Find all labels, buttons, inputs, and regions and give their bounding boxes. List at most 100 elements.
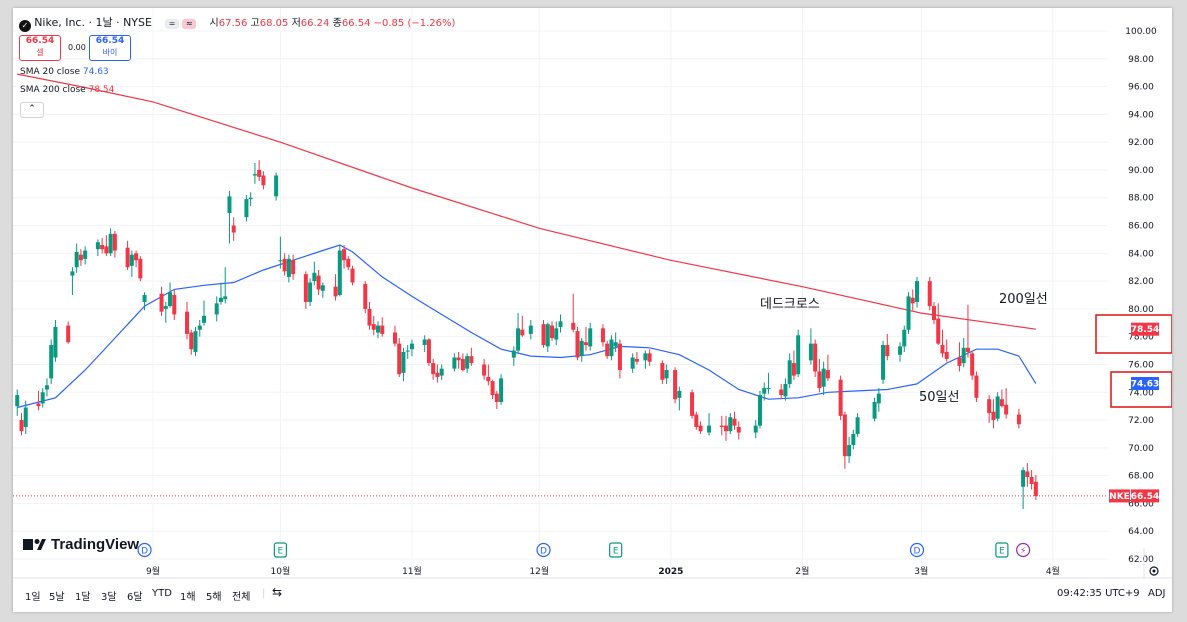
symbol-indicator-icon[interactable]: ≈ <box>182 19 197 29</box>
candle-body <box>426 339 431 364</box>
candle-body <box>550 325 555 339</box>
indicator-sma200[interactable]: SMA 200 close 78.54 <box>20 85 115 95</box>
range-ytd[interactable]: YTD <box>152 588 172 599</box>
candle-body <box>405 350 410 352</box>
range-5d[interactable]: 5날 <box>49 592 65 603</box>
candle <box>49 339 54 384</box>
candle <box>906 292 911 334</box>
candle <box>796 329 801 377</box>
candle <box>112 231 117 258</box>
candle-body <box>885 345 890 357</box>
candle-body <box>961 347 966 364</box>
adjust-toggle[interactable]: ADJ <box>1148 588 1166 599</box>
candle-body <box>469 356 474 364</box>
candle-body <box>855 417 860 434</box>
candle-body <box>138 258 143 279</box>
candle <box>1004 388 1009 419</box>
range-1d[interactable]: 1일 <box>25 592 41 603</box>
candle <box>579 338 584 362</box>
candle-body <box>1033 481 1038 496</box>
candle-body <box>677 390 682 398</box>
candle <box>227 190 232 244</box>
y-tick-label: 88.00 <box>1128 194 1154 204</box>
symbol-header: ✓ Nike, Inc. · 1날 · NYSE = ≈ 시67.56 고68.… <box>19 14 455 32</box>
sell-button[interactable]: 66.54 셀 <box>19 35 61 61</box>
candle-body <box>545 324 550 347</box>
candle <box>630 353 635 373</box>
candle <box>282 253 287 276</box>
candle <box>987 395 992 423</box>
candle-body <box>995 396 1000 419</box>
candle <box>838 375 843 421</box>
candle-body <box>762 388 767 394</box>
candle <box>528 320 533 340</box>
clock-readout[interactable]: 09:42:35 UTC+9 <box>1057 588 1140 599</box>
candle <box>550 321 555 341</box>
candle-body <box>83 250 88 259</box>
range-1m[interactable]: 1달 <box>75 592 91 603</box>
candle-body <box>172 295 177 315</box>
price-chart[interactable]: 62.00 64.00 66.00 68.00 70.00 72.00 74.00 76.00… <box>13 8 1172 612</box>
indicator-sma20[interactable]: SMA 20 close 74.63 <box>20 67 109 77</box>
candle-body <box>337 250 342 295</box>
candle <box>465 353 470 373</box>
candle <box>881 340 886 384</box>
range-3m[interactable]: 3달 <box>101 592 117 603</box>
candle <box>482 358 487 380</box>
candle <box>316 269 321 295</box>
event-marker-E: E <box>609 542 623 558</box>
date-range-calendar-icon[interactable]: ⇆ <box>272 585 283 599</box>
candle-body <box>494 393 499 402</box>
event-marker-D: D <box>536 542 551 558</box>
y-tick-label: 84.00 <box>1128 249 1154 259</box>
candle <box>571 293 576 333</box>
candle-body <box>643 353 648 361</box>
y-tick-label: 70.00 <box>1128 444 1154 454</box>
candle <box>333 274 338 301</box>
candle <box>337 244 342 297</box>
candle-body <box>910 297 915 304</box>
candle-body <box>821 368 826 387</box>
candle-body <box>881 345 886 380</box>
indicator-sma200-value: 78.54 <box>88 85 115 95</box>
candle-body <box>201 315 206 323</box>
range-all[interactable]: 전체 <box>232 592 251 603</box>
candle <box>261 171 266 190</box>
candle-body <box>392 332 397 344</box>
candle <box>439 364 444 380</box>
candle-body <box>274 175 279 197</box>
candle-body <box>465 356 470 369</box>
settings-gear-icon[interactable] <box>1149 566 1159 576</box>
symbol-title[interactable]: Nike, Inc. · 1날 · NYSE <box>34 16 152 29</box>
range-6m[interactable]: 6달 <box>127 592 143 603</box>
nike-logo-icon: ✓ <box>19 20 31 32</box>
candle-body <box>974 375 979 398</box>
candle-body <box>112 233 117 251</box>
candle-body <box>431 363 436 375</box>
candle-body <box>129 254 134 266</box>
candle-body <box>813 343 818 372</box>
candle <box>613 332 618 352</box>
candle-body <box>1004 404 1009 415</box>
range-1y[interactable]: 1해 <box>180 592 196 603</box>
candle-body <box>791 363 796 376</box>
candle-body <box>401 351 406 373</box>
candle <box>575 326 580 361</box>
candle-body <box>838 379 843 416</box>
high-value: 68.05 <box>259 18 289 29</box>
buy-button[interactable]: 66.54 바이 <box>89 35 131 61</box>
candle <box>634 351 639 365</box>
x-tick-label: 10월 <box>271 565 291 577</box>
candle <box>189 329 194 355</box>
range-5y[interactable]: 5해 <box>206 592 222 603</box>
y-tick-label: 90.00 <box>1128 166 1154 176</box>
sma200-price-label: 78.54 <box>1131 325 1159 335</box>
candle-body <box>796 335 801 375</box>
dividend-marker-text: D <box>141 547 148 557</box>
candle <box>363 281 368 314</box>
sma-200-line <box>17 73 1036 330</box>
collapse-legend-chevron-up-icon[interactable]: ⌃ <box>20 102 44 118</box>
candle <box>291 254 296 280</box>
compare-toggle-icon[interactable]: = <box>165 19 180 29</box>
candle-body <box>486 376 491 382</box>
